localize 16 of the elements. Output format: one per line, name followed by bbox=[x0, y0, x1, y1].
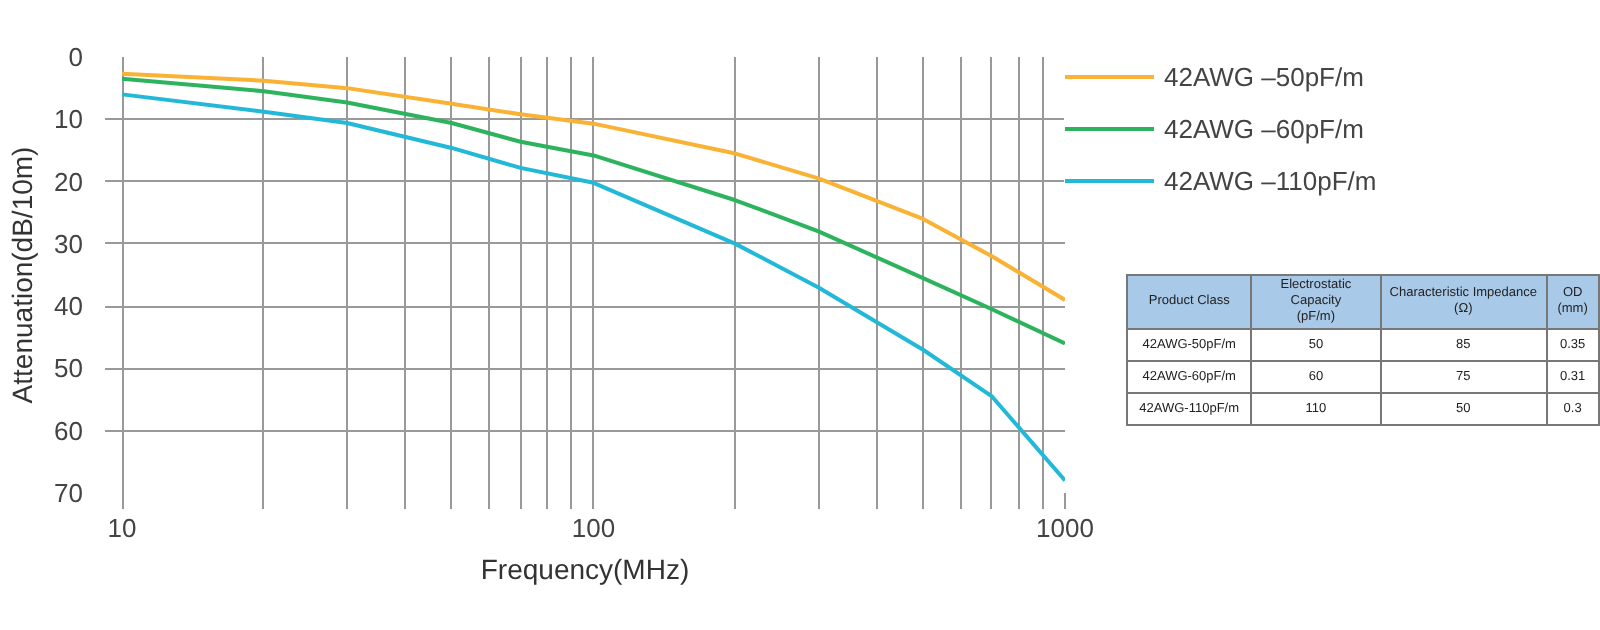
y-axis-title: Attenuation(dB/10m) bbox=[6, 146, 39, 404]
x-tick-label: 100 bbox=[571, 513, 616, 543]
legend-label: 42AWG –50pF/m bbox=[1164, 61, 1364, 91]
legend-label: 42AWG –60pF/m bbox=[1164, 113, 1364, 143]
x-tick-label: 10 bbox=[107, 513, 137, 543]
y-tick-label: 50 bbox=[54, 353, 84, 384]
y-tick-label: 10 bbox=[54, 104, 84, 135]
legend-label: 42AWG –110pF/m bbox=[1164, 165, 1377, 195]
y-tick-label: 70 bbox=[54, 478, 84, 508]
x-axis-title: Frequency(MHz) bbox=[480, 553, 690, 585]
y-tick-label: 40 bbox=[54, 291, 84, 322]
y-tick-label: 30 bbox=[54, 228, 84, 259]
y-tick-label: 20 bbox=[54, 166, 84, 197]
x-tick-label: 1000 bbox=[1036, 513, 1094, 543]
y-tick-label: 60 bbox=[54, 415, 84, 446]
y-tick-label: 0 bbox=[68, 42, 84, 72]
